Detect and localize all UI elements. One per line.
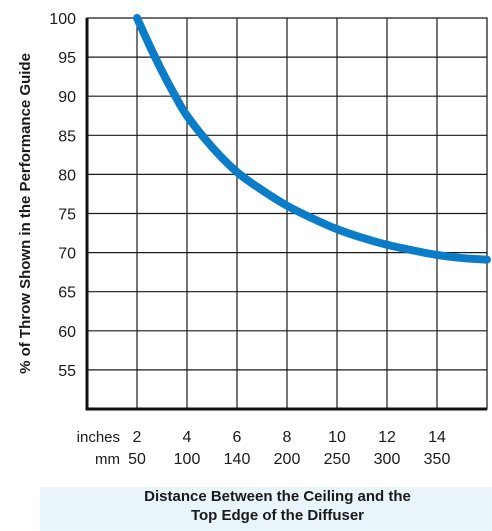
y-tick-label: 100 (49, 11, 76, 28)
x-tick-label-mm: 350 (424, 451, 451, 468)
y-tick-label: 60 (58, 324, 76, 341)
axes (85, 18, 487, 411)
x-axis-title: Distance Between the Ceiling and the Top… (90, 487, 465, 525)
series-line (133, 14, 491, 264)
y-tick-label: 75 (58, 207, 76, 224)
x-axis-title-line-2: Top Edge of the Diffuser (190, 507, 365, 524)
x-tick-label-mm: 50 (128, 451, 146, 468)
x-axis-title-line-1: Distance Between the Ceiling and the (144, 488, 411, 505)
y-tick-label: 80 (58, 167, 76, 184)
y-tick-label: 70 (58, 246, 76, 263)
y-axis-title: % of Throw Shown in the Performance Guid… (17, 53, 34, 374)
y-tick-label: 95 (58, 50, 76, 67)
x-tick-label-inches: 14 (428, 429, 446, 446)
x-tick-label-inches: 12 (378, 429, 396, 446)
x-tick-label-inches: 2 (133, 429, 142, 446)
x-tick-label-mm: 140 (224, 451, 251, 468)
x-tick-label-inches: 6 (233, 429, 242, 446)
x-tick-label-inches: 8 (283, 429, 292, 446)
caption-background (40, 487, 492, 531)
y-tick-label: 65 (58, 285, 76, 302)
y-tick-labels: 100 95 90 85 80 75 70 65 60 55 (49, 11, 76, 380)
x-unit-inches-label: inches (77, 429, 120, 446)
x-tick-label-inches: 10 (328, 429, 346, 446)
y-tick-label: 85 (58, 128, 76, 145)
y-tick-label: 55 (58, 363, 76, 380)
x-tick-label-mm: 100 (174, 451, 201, 468)
x-unit-mm-label: mm (95, 451, 120, 468)
x-tick-label-inches: 4 (183, 429, 192, 446)
y-tick-label: 90 (58, 89, 76, 106)
grid-lines (87, 18, 487, 409)
x-tick-label-mm: 200 (274, 451, 301, 468)
x-tick-label-mm: 250 (324, 451, 351, 468)
x-tick-label-mm: 300 (374, 451, 401, 468)
